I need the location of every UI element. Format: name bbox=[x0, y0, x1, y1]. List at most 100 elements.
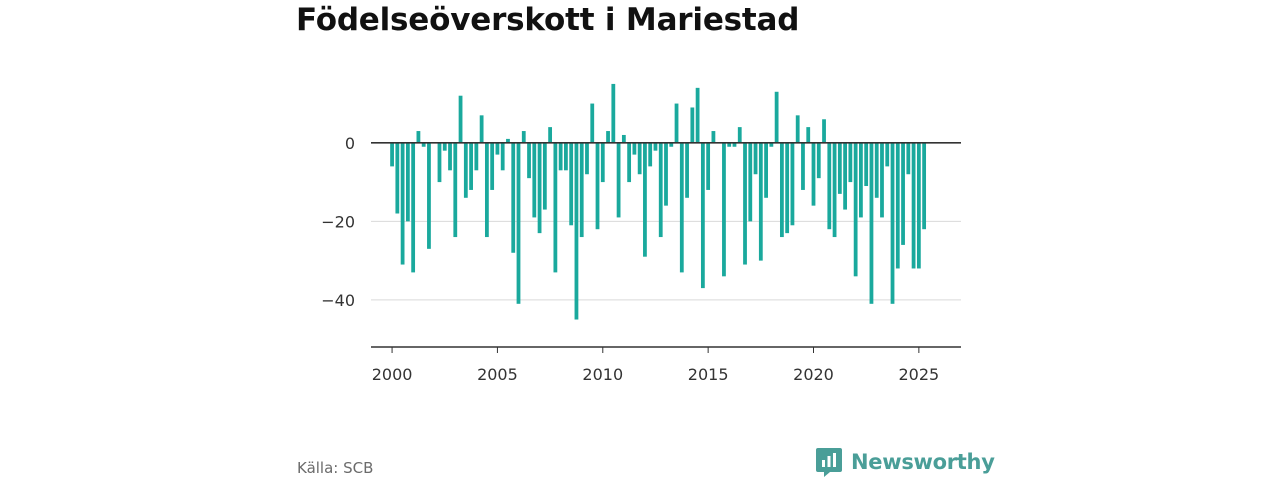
bar bbox=[806, 127, 811, 143]
bar bbox=[395, 142, 400, 214]
bar bbox=[532, 142, 537, 218]
bar bbox=[690, 107, 695, 143]
bar bbox=[405, 142, 410, 222]
bar bbox=[463, 142, 468, 198]
bar bbox=[732, 142, 737, 147]
bar bbox=[843, 142, 848, 210]
bar bbox=[421, 142, 426, 147]
bar bbox=[442, 142, 447, 151]
y-tick-label: 0 bbox=[345, 134, 355, 153]
bar bbox=[832, 142, 837, 238]
bar bbox=[537, 142, 542, 234]
bar bbox=[648, 142, 653, 167]
bar bbox=[869, 142, 874, 304]
bar bbox=[400, 142, 405, 265]
bar bbox=[390, 142, 394, 167]
bar bbox=[484, 142, 489, 238]
bar bbox=[664, 142, 668, 206]
bar bbox=[627, 142, 632, 183]
bar bbox=[874, 142, 879, 198]
bar bbox=[711, 131, 716, 143]
bar bbox=[801, 142, 805, 190]
bar-chart-badge-icon bbox=[816, 448, 842, 477]
bar bbox=[511, 142, 516, 253]
bar bbox=[569, 142, 574, 226]
bar bbox=[880, 142, 884, 218]
bar bbox=[674, 103, 679, 143]
bar bbox=[585, 142, 589, 175]
bar bbox=[827, 142, 832, 230]
bar bbox=[859, 142, 863, 218]
bar bbox=[542, 142, 547, 210]
bar bbox=[606, 131, 610, 143]
bar bbox=[679, 142, 684, 273]
bar bbox=[579, 142, 584, 238]
bar bbox=[906, 142, 911, 175]
bar bbox=[669, 142, 674, 147]
bar bbox=[916, 142, 921, 269]
bar bbox=[895, 142, 900, 269]
bar bbox=[816, 142, 821, 179]
bar bbox=[785, 142, 790, 234]
bar bbox=[611, 83, 616, 143]
bar bbox=[779, 142, 784, 238]
x-tick-label: 2005 bbox=[477, 365, 518, 384]
bar bbox=[458, 95, 463, 143]
bar bbox=[743, 142, 747, 265]
chart: 0 −20 −40 2000 2005 2010 2015 2020 2025 bbox=[321, 83, 961, 384]
bar bbox=[469, 142, 473, 190]
bar bbox=[685, 142, 689, 198]
bar bbox=[795, 115, 800, 143]
bar bbox=[790, 142, 795, 226]
bar bbox=[837, 142, 842, 194]
bar bbox=[479, 115, 484, 143]
bar bbox=[848, 142, 853, 183]
bar bbox=[853, 142, 858, 277]
gridlines bbox=[371, 220, 961, 301]
bar bbox=[769, 142, 774, 147]
bar bbox=[500, 142, 505, 171]
bar bbox=[911, 142, 916, 269]
x-tick-label: 2020 bbox=[793, 365, 834, 384]
bar bbox=[564, 142, 568, 171]
bars bbox=[390, 83, 927, 320]
bar bbox=[922, 142, 927, 230]
bar bbox=[643, 142, 647, 257]
brand-logo: Newsworthy bbox=[815, 446, 995, 478]
bar bbox=[521, 131, 526, 143]
bar bbox=[706, 142, 711, 190]
bar bbox=[416, 131, 421, 143]
chart-title: Födelseöverskott i Mariestad bbox=[296, 2, 800, 38]
bar bbox=[548, 127, 553, 143]
bar bbox=[474, 142, 479, 171]
axes bbox=[371, 142, 961, 353]
bar bbox=[748, 142, 753, 222]
bar bbox=[437, 142, 442, 183]
bar bbox=[632, 142, 637, 155]
source-note: Källa: SCB bbox=[297, 459, 374, 477]
bar bbox=[695, 87, 700, 143]
bar bbox=[411, 142, 416, 273]
bar bbox=[595, 142, 600, 230]
bar bbox=[600, 142, 605, 183]
bar bbox=[901, 142, 905, 245]
bar bbox=[527, 142, 531, 179]
bar bbox=[753, 142, 758, 175]
bar bbox=[658, 142, 663, 238]
bar bbox=[574, 142, 579, 320]
bar bbox=[516, 142, 521, 304]
bar bbox=[453, 142, 458, 238]
x-tick-label: 2015 bbox=[688, 365, 729, 384]
bar bbox=[558, 142, 563, 171]
bar bbox=[506, 138, 510, 143]
bar bbox=[616, 142, 621, 218]
bar bbox=[722, 142, 726, 277]
bar bbox=[621, 134, 626, 143]
x-tick-label: 2025 bbox=[898, 365, 939, 384]
bar bbox=[700, 142, 705, 289]
x-tick-label: 2000 bbox=[372, 365, 413, 384]
bar bbox=[637, 142, 642, 175]
bar bbox=[653, 142, 658, 151]
y-tick-label: −20 bbox=[321, 212, 355, 231]
bar bbox=[590, 103, 595, 143]
